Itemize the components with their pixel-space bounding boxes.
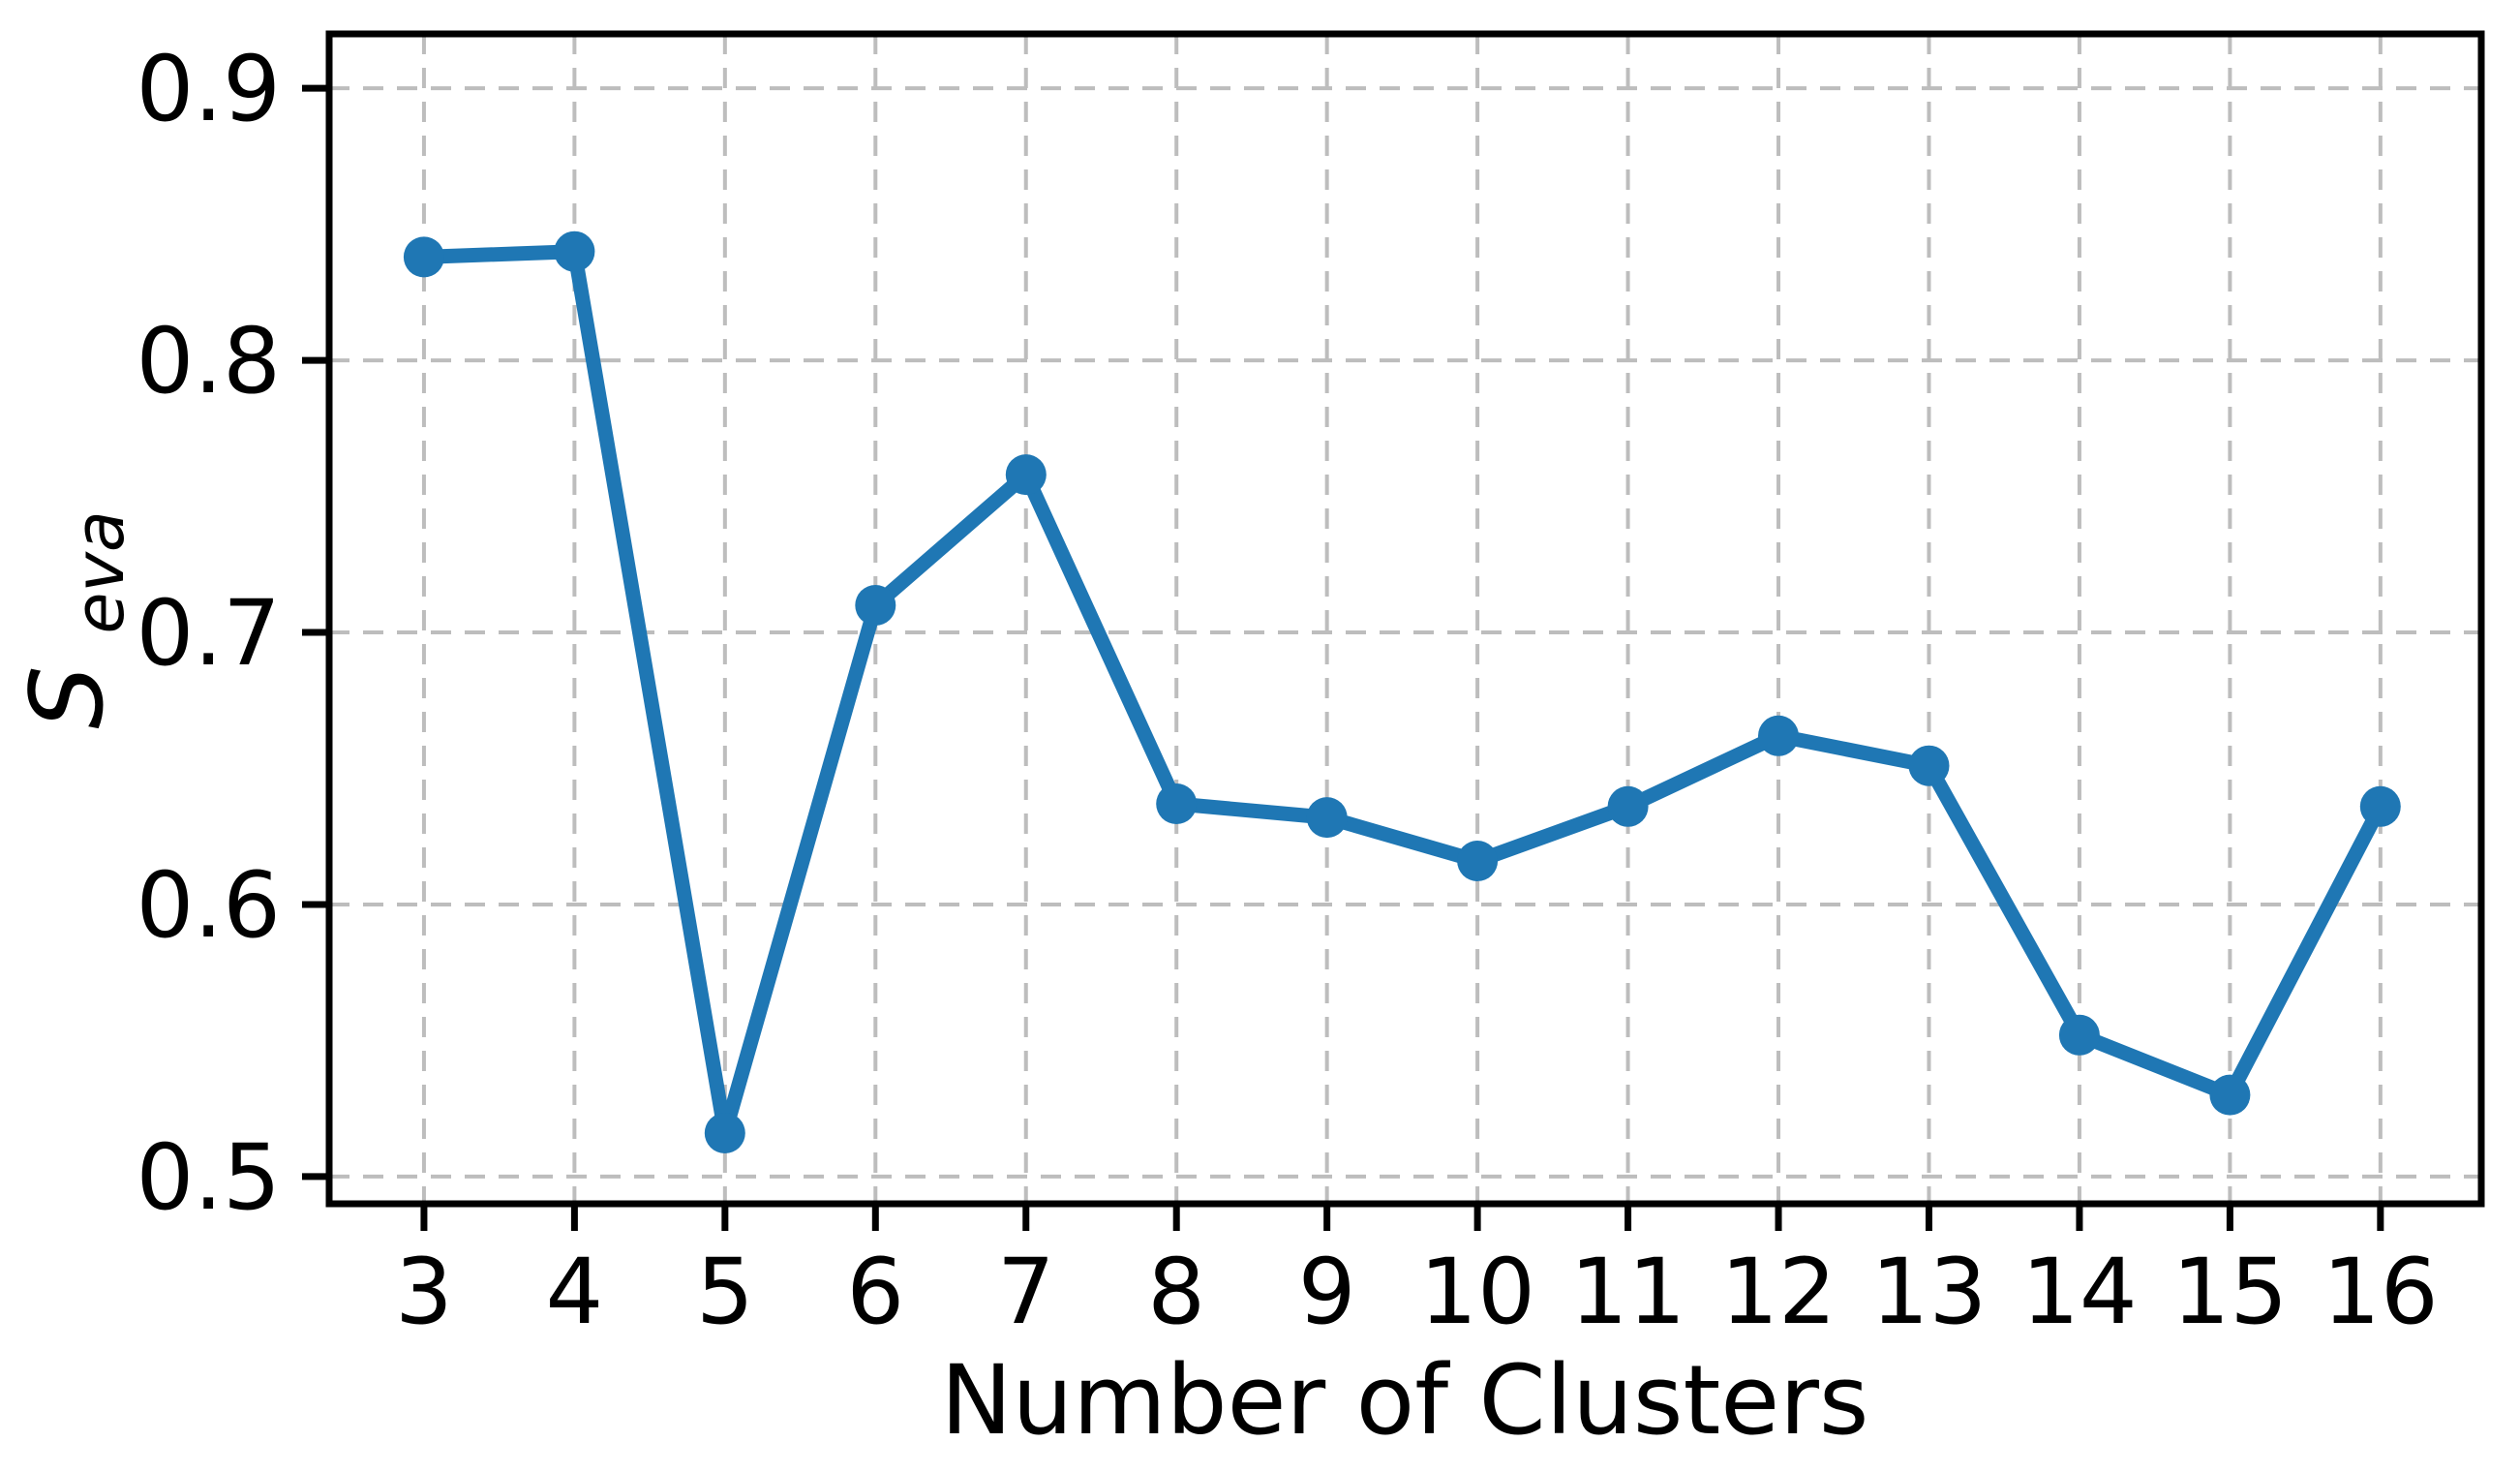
data-point-marker bbox=[704, 1113, 745, 1153]
series-line bbox=[416, 244, 2388, 1141]
data-point-marker bbox=[1457, 841, 1499, 881]
tick-layer: 3 4 5 6 7 8 9 10 11 12 13 14 15 16 0.5 0.6 0.7 0.8 0.9 bbox=[137, 37, 2439, 1345]
x-tick-label: 7 bbox=[997, 1240, 1055, 1345]
y-axis-label: S eva bbox=[10, 510, 139, 729]
data-point-marker bbox=[1306, 797, 1348, 839]
x-tick-label: 3 bbox=[395, 1240, 453, 1345]
x-tick-label: 15 bbox=[2172, 1240, 2289, 1345]
y-tick-label: 0.6 bbox=[137, 853, 282, 959]
data-point-marker bbox=[2058, 1014, 2100, 1056]
x-tick-label: 13 bbox=[1871, 1240, 1988, 1345]
x-tick-label: 11 bbox=[1570, 1240, 1686, 1345]
y-axis-label-main: S bbox=[10, 665, 126, 728]
x-axis-label: Number of Clusters bbox=[940, 1345, 1868, 1457]
data-point-marker bbox=[2359, 785, 2401, 827]
grid-layer bbox=[329, 34, 2481, 1204]
x-tick-label: 6 bbox=[846, 1240, 904, 1345]
x-tick-label: 16 bbox=[2323, 1240, 2439, 1345]
x-tick-label: 8 bbox=[1147, 1240, 1205, 1345]
y-tick-label: 0.5 bbox=[137, 1125, 282, 1231]
x-tick-label: 12 bbox=[1720, 1240, 1837, 1345]
plot-border bbox=[325, 30, 2485, 1208]
x-tick-label: 10 bbox=[1419, 1240, 1535, 1345]
data-point-marker bbox=[1005, 454, 1047, 496]
x-tick-label: 9 bbox=[1298, 1240, 1356, 1345]
x-tick-label: 4 bbox=[545, 1240, 603, 1345]
x-tick-label: 5 bbox=[696, 1240, 754, 1345]
data-point-marker bbox=[1758, 715, 1799, 756]
x-tick-label: 14 bbox=[2021, 1240, 2138, 1345]
data-point-marker bbox=[2209, 1074, 2251, 1116]
data-point-marker bbox=[554, 230, 595, 272]
series-layer bbox=[403, 230, 2401, 1153]
data-point-marker bbox=[1607, 785, 1649, 827]
data-point-marker bbox=[1156, 783, 1198, 824]
data-point-marker bbox=[1908, 745, 1950, 786]
y-tick-label: 0.7 bbox=[137, 581, 282, 687]
data-point-marker bbox=[855, 585, 896, 626]
data-point-marker bbox=[403, 236, 444, 278]
y-axis-label-subscript: eva bbox=[60, 510, 139, 633]
y-tick-label: 0.8 bbox=[137, 309, 282, 414]
y-tick-label: 0.9 bbox=[137, 37, 282, 142]
